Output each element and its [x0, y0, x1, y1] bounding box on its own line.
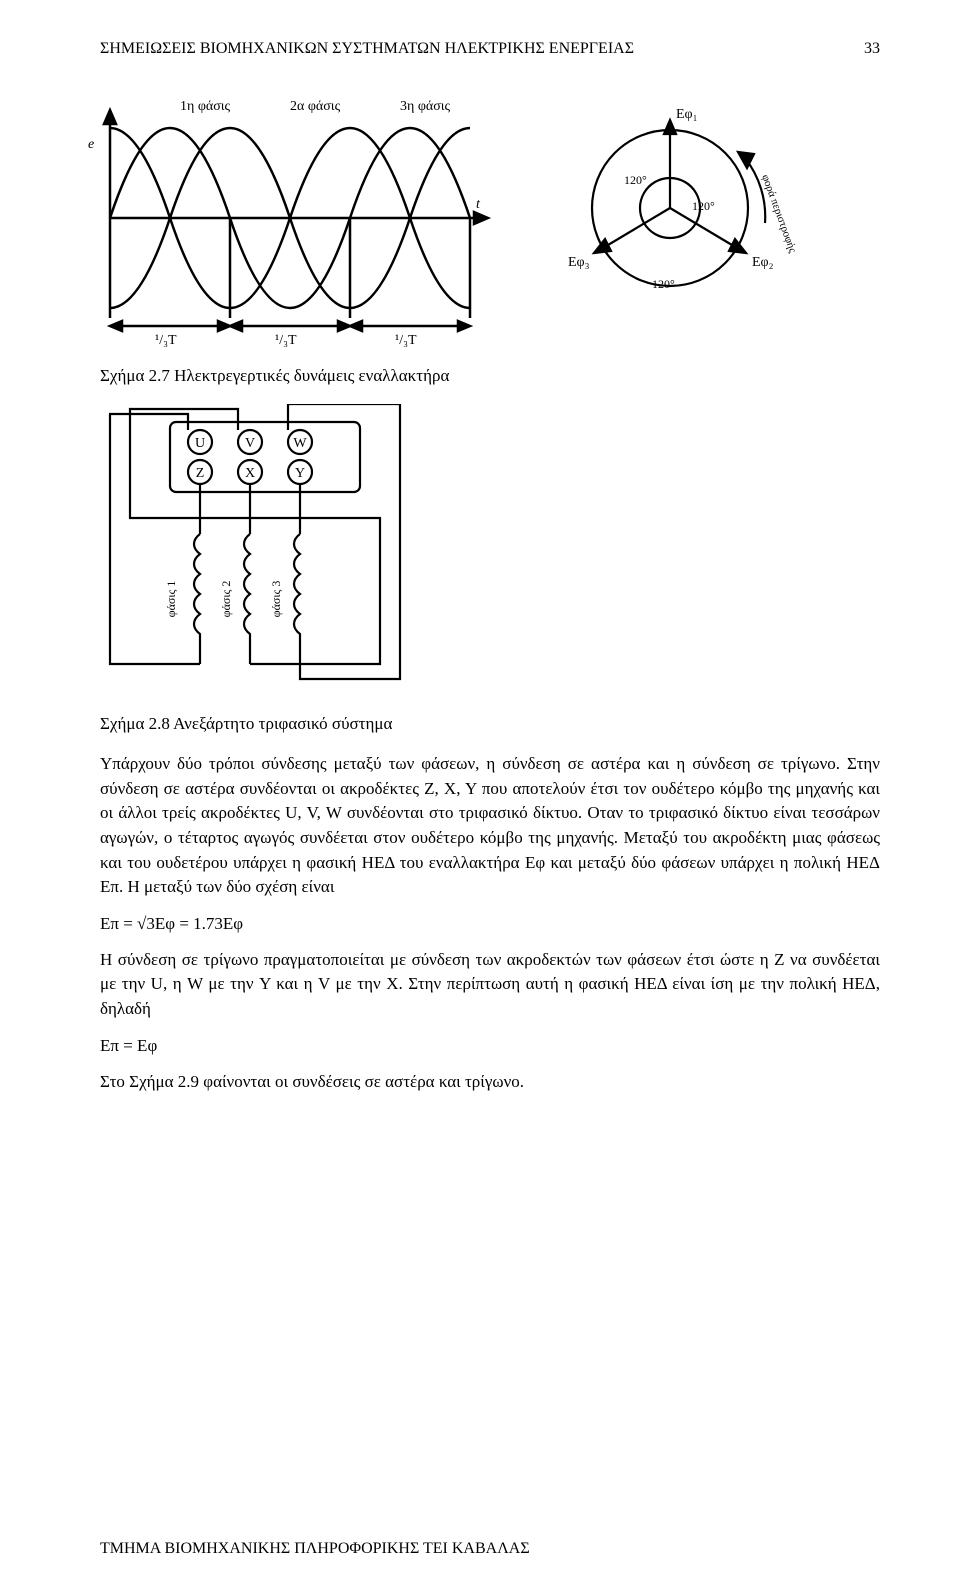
terminal-u: U	[195, 436, 205, 451]
page-footer: ΤΜΗΜΑ ΒΙΟΜΗΧΑΝΙΚΗΣ ΠΛΗΡΟΦΟΡΙΚΗΣ ΤΕΙ ΚΑΒΑ…	[100, 1540, 530, 1558]
angle-2: 120°	[692, 199, 715, 213]
page-number: 33	[864, 40, 880, 58]
angle-1: 120°	[624, 173, 647, 187]
three-phase-schematic: U V W Z X Y φάσις 1 φάσις 2 φάσις 3	[80, 404, 430, 704]
paragraph-2: Η σύνδεση σε τρίγωνο πραγματοποιείται με…	[100, 948, 880, 1022]
terminal-w: W	[293, 436, 307, 451]
equation-2: Επ = Εφ	[100, 1036, 880, 1056]
phasor-diagram: Εφ₁ Εφ₂ Εφ₃ 120° 120° 120° φορά περιστρο…	[540, 88, 800, 328]
figure-2-7-caption: Σχήμα 2.7 Ηλεκτρεγερτικές δυνάμεις εναλλ…	[100, 366, 880, 386]
y-axis-label: e	[88, 137, 94, 152]
x-axis-label: t	[476, 197, 481, 212]
page-header: ΣΗΜΕΙΩΣΕΙΣ ΒΙΟΜΗΧΑΝΙΚΩΝ ΣΥΣΤΗΜΑΤΩΝ ΗΛΕΚΤ…	[100, 40, 880, 58]
header-title: ΣΗΜΕΙΩΣΕΙΣ ΒΙΟΜΗΧΑΝΙΚΩΝ ΣΥΣΤΗΜΑΤΩΝ ΗΛΕΚΤ…	[100, 40, 634, 58]
paragraph-3: Στο Σχήμα 2.9 φαίνονται οι συνδέσεις σε …	[100, 1070, 880, 1095]
figure-2-7: e t 1η φάσις 2α φάσις 3η φάσις ¹/₃T ¹/₃T…	[80, 88, 880, 348]
phase-2-label: 2α φάσις	[290, 99, 341, 114]
sine-waves-diagram: e t 1η φάσις 2α φάσις 3η φάσις ¹/₃T ¹/₃T…	[80, 88, 500, 348]
coil-2-label: φάσις 2	[219, 581, 233, 618]
terminal-z: Z	[196, 466, 205, 481]
vector-e3: Εφ₃	[568, 255, 590, 270]
coil-3-label: φάσις 3	[269, 581, 283, 618]
angle-3: 120°	[652, 277, 675, 291]
phase-1-label: 1η φάσις	[180, 99, 231, 114]
phase-3-label: 3η φάσις	[400, 99, 451, 114]
period-1: ¹/₃T	[155, 333, 177, 348]
coil-1-label: φάσις 1	[164, 581, 178, 618]
paragraph-1: Υπάρχουν δύο τρόποι σύνδεσης μεταξύ των …	[100, 752, 880, 900]
terminal-y: Y	[295, 466, 305, 481]
figure-2-8-caption: Σχήμα 2.8 Ανεξάρτητο τριφασικό σύστημα	[100, 714, 880, 734]
terminal-x: X	[245, 466, 255, 481]
period-2: ¹/₃T	[275, 333, 297, 348]
equation-1: Επ = √3Εφ = 1.73Εφ	[100, 914, 880, 934]
period-3: ¹/₃T	[395, 333, 417, 348]
vector-e1: Εφ₁	[676, 107, 698, 122]
vector-e2: Εφ₂	[752, 255, 774, 270]
terminal-v: V	[245, 436, 255, 451]
